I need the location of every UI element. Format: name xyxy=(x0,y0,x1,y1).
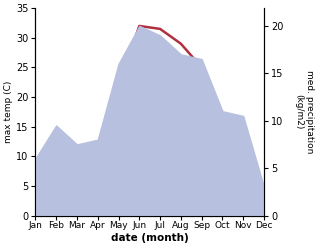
Y-axis label: med. precipitation
(kg/m2): med. precipitation (kg/m2) xyxy=(294,70,314,154)
X-axis label: date (month): date (month) xyxy=(111,233,189,243)
Y-axis label: max temp (C): max temp (C) xyxy=(4,81,13,143)
